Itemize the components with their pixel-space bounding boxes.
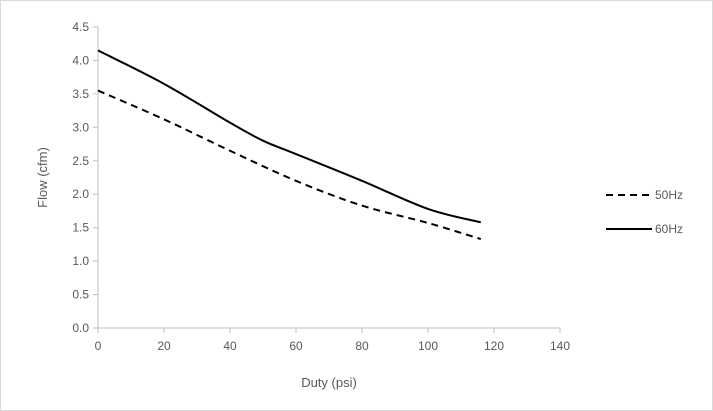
- legend-label-50hz: 50Hz: [655, 188, 683, 202]
- series-line-60hz: [97, 49, 482, 224]
- y-tick-label: 1.5: [72, 221, 89, 235]
- x-axis-title: Duty (psi): [301, 375, 357, 390]
- series-line-50hz: [97, 89, 482, 240]
- legend-label-60hz: 60Hz: [655, 222, 683, 236]
- y-tick-label: 3.5: [72, 87, 89, 101]
- y-axis-title: Flow (cfm): [35, 147, 50, 208]
- y-tick-label: 0.5: [72, 288, 89, 302]
- legend: 50Hz 60Hz: [606, 188, 683, 236]
- y-axis-ticks: 0.0 0.5 1.0 1.5 2.0 2.5 3.0 3.5 4.0 4.5: [72, 20, 98, 335]
- x-tick-label: 0: [95, 339, 102, 353]
- x-axis-ticks: 0 20 40 60 80 100 120 140: [95, 328, 570, 353]
- x-tick-label: 100: [418, 339, 438, 353]
- y-tick-label: 1.0: [72, 254, 89, 268]
- x-tick-label: 40: [223, 339, 237, 353]
- y-tick-label: 0.0: [72, 321, 89, 335]
- plot-area: [97, 27, 560, 329]
- series-layer: [97, 49, 482, 240]
- y-tick-label: 2.5: [72, 154, 89, 168]
- x-tick-label: 80: [355, 339, 369, 353]
- x-tick-label: 20: [157, 339, 171, 353]
- x-tick-label: 140: [550, 339, 570, 353]
- y-tick-label: 3.0: [72, 120, 89, 134]
- y-tick-label: 4.0: [72, 53, 89, 67]
- x-tick-label: 120: [484, 339, 504, 353]
- y-tick-label: 4.5: [72, 20, 89, 34]
- y-tick-label: 2.0: [72, 187, 89, 201]
- x-tick-label: 60: [289, 339, 303, 353]
